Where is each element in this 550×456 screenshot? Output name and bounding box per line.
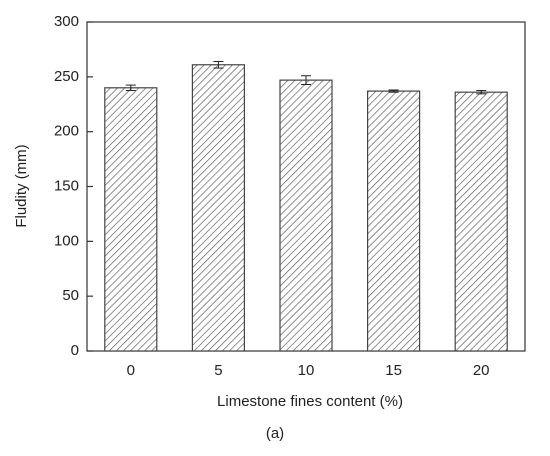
bar bbox=[191, 64, 245, 352]
y-tick-label: 300 bbox=[54, 13, 79, 30]
y-tick-label: 250 bbox=[54, 68, 79, 85]
x-tick-label: 10 bbox=[298, 362, 315, 379]
error-bar bbox=[301, 75, 311, 86]
x-tick-label: 20 bbox=[473, 362, 490, 379]
y-axis-title: Fludity (mm) bbox=[13, 144, 30, 227]
error-bar bbox=[213, 60, 224, 69]
y-tick-label: 100 bbox=[54, 232, 79, 249]
bar bbox=[367, 90, 421, 352]
y-tick-label: 150 bbox=[54, 177, 79, 194]
x-tick-label: 0 bbox=[127, 362, 135, 379]
caption: (a) bbox=[266, 425, 284, 442]
error-bar bbox=[388, 89, 399, 93]
x-tick-label: 5 bbox=[214, 362, 222, 379]
error-bar bbox=[476, 90, 487, 95]
error-bar bbox=[125, 84, 136, 92]
bar bbox=[454, 91, 508, 352]
x-axis-title: Limestone fines content (%) bbox=[217, 393, 403, 410]
x-tick-label: 15 bbox=[385, 362, 402, 379]
bar bbox=[104, 87, 158, 352]
y-tick-label: 0 bbox=[71, 342, 79, 359]
bar bbox=[279, 79, 333, 352]
y-tick-label: 200 bbox=[54, 123, 79, 140]
y-tick-label: 50 bbox=[62, 287, 79, 304]
